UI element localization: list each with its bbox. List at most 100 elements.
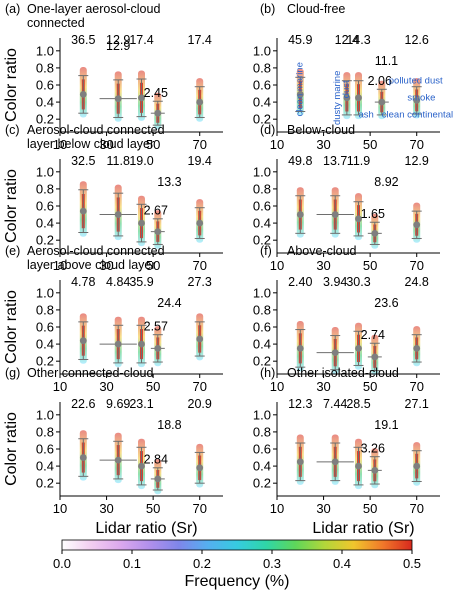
- y-tick-label: 0.2: [36, 354, 54, 369]
- y-tick-label: 1.0: [36, 285, 54, 300]
- colorbar-label: Frequency (%): [185, 573, 290, 590]
- data-point: [196, 98, 204, 106]
- value-label: 9.69: [106, 397, 130, 411]
- data-point: [114, 340, 122, 348]
- data-point: [371, 466, 379, 474]
- value-label: 1.65: [361, 207, 385, 221]
- x-tick-label: 30: [316, 258, 330, 273]
- colorbar-tick-label: 0.0: [53, 556, 71, 571]
- data-point: [413, 344, 421, 352]
- value-label: 2.74: [361, 328, 385, 342]
- panel-title: Other connected-cloud: [27, 366, 154, 380]
- y-tick-label: 0.4: [253, 337, 271, 352]
- value-label: 11.8: [107, 154, 130, 168]
- y-tick-label: 0.8: [36, 60, 54, 75]
- y-tick-label: 0.8: [253, 181, 271, 196]
- y-tick-label: 1.0: [253, 43, 271, 58]
- value-label: 20.9: [188, 397, 212, 411]
- value-label: 2.45: [144, 86, 168, 100]
- value-label: 2.67: [144, 204, 168, 218]
- data-point: [343, 94, 351, 102]
- colorbar-tick-label: 0.2: [193, 556, 211, 571]
- data-point: [138, 94, 145, 102]
- y-axis-label: Color ratio: [3, 169, 20, 243]
- y-tick-label: 0.6: [253, 442, 271, 457]
- colorbar: 0.0 0.1 0.2 0.3 0.4 0.5 Frequency (%): [53, 539, 421, 590]
- data-point: [114, 211, 122, 218]
- x-tick-label: 10: [270, 137, 284, 152]
- value-label: 27.3: [188, 275, 212, 289]
- y-tick-label: 0.6: [36, 320, 54, 335]
- data-point: [355, 94, 362, 102]
- x-tick-label: 50: [146, 501, 160, 516]
- panel-d: (d) Below-cloud 49.8 13.7 11.9 1.65 12.9 8.92 0.…: [253, 123, 440, 273]
- data-point: [413, 221, 421, 229]
- y-tick-label: 0.6: [253, 199, 271, 214]
- y-tick-label: 0.8: [36, 424, 54, 439]
- data-point: [114, 95, 122, 103]
- panel-letter: (g): [5, 366, 20, 380]
- value-label: 36.5: [71, 33, 95, 47]
- panel-letter: (f): [260, 244, 272, 258]
- panel-title: Other isolated-cloud: [287, 366, 399, 380]
- value-label-extra: 8.92: [374, 175, 398, 189]
- value-label: 7.44: [323, 397, 347, 411]
- data-point: [79, 207, 87, 215]
- value-label-extra: 12.9: [106, 39, 130, 53]
- y-tick-label: 0.6: [253, 78, 271, 93]
- y-axis-label: Color ratio: [3, 48, 20, 122]
- x-tick-label: 10: [53, 258, 67, 273]
- value-label: 2.84: [144, 453, 168, 467]
- y-tick-label: 0.6: [253, 320, 271, 335]
- y-tick-label: 0.4: [36, 216, 54, 231]
- x-tick-label: 50: [146, 258, 160, 273]
- colorbar-tick-label: 0.1: [123, 556, 141, 571]
- value-label: 28.5: [346, 397, 370, 411]
- data-point: [114, 456, 122, 464]
- x-tick-label: 50: [363, 137, 377, 152]
- y-tick-label: 1.0: [253, 285, 271, 300]
- panel-title: One-layer aerosol-cloud: [27, 2, 160, 16]
- x-tick-label: 70: [409, 379, 423, 394]
- data-point: [196, 335, 204, 343]
- value-label: 12.3: [288, 397, 312, 411]
- data-point: [154, 475, 162, 483]
- data-point: [79, 337, 87, 345]
- y-tick-label: 0.2: [36, 476, 54, 491]
- data-point: [296, 458, 304, 466]
- data-point: [296, 344, 304, 352]
- value-label: 45.9: [288, 33, 312, 47]
- x-tick-label: 70: [192, 258, 206, 273]
- value-label: 22.6: [71, 397, 95, 411]
- x-axis-label: Lidar ratio (Sr): [312, 520, 414, 537]
- data-point: [413, 96, 421, 104]
- value-label: 17.4: [188, 33, 212, 47]
- value-label: 4.78: [71, 275, 95, 289]
- x-axis-label: Lidar ratio (Sr): [95, 520, 197, 537]
- data-point: [413, 462, 421, 470]
- value-label: 2.06: [368, 74, 392, 88]
- x-tick-label: 30: [99, 258, 113, 273]
- x-tick-label: 10: [270, 379, 284, 394]
- data-point: [371, 229, 379, 237]
- x-tick-label: 10: [53, 379, 67, 394]
- panel-letter: (a): [5, 2, 20, 16]
- data-point: [154, 228, 162, 236]
- value-label: 2.40: [288, 275, 312, 289]
- value-label: 27.1: [405, 397, 429, 411]
- data-point: [296, 91, 304, 98]
- annotation-label: clean continental: [382, 109, 453, 120]
- panel-title: connected: [27, 16, 85, 30]
- x-tick-label: 50: [146, 137, 160, 152]
- x-tick-label: 70: [192, 501, 206, 516]
- annotation-label: dusty marine: [332, 71, 343, 125]
- y-tick-label: 0.2: [36, 112, 54, 127]
- value-label: 17.4: [129, 33, 153, 47]
- x-tick-label: 10: [53, 501, 67, 516]
- value-label: 30.3: [346, 275, 370, 289]
- x-tick-label: 50: [363, 379, 377, 394]
- x-tick-label: 70: [409, 501, 423, 516]
- y-tick-label: 1.0: [36, 407, 54, 422]
